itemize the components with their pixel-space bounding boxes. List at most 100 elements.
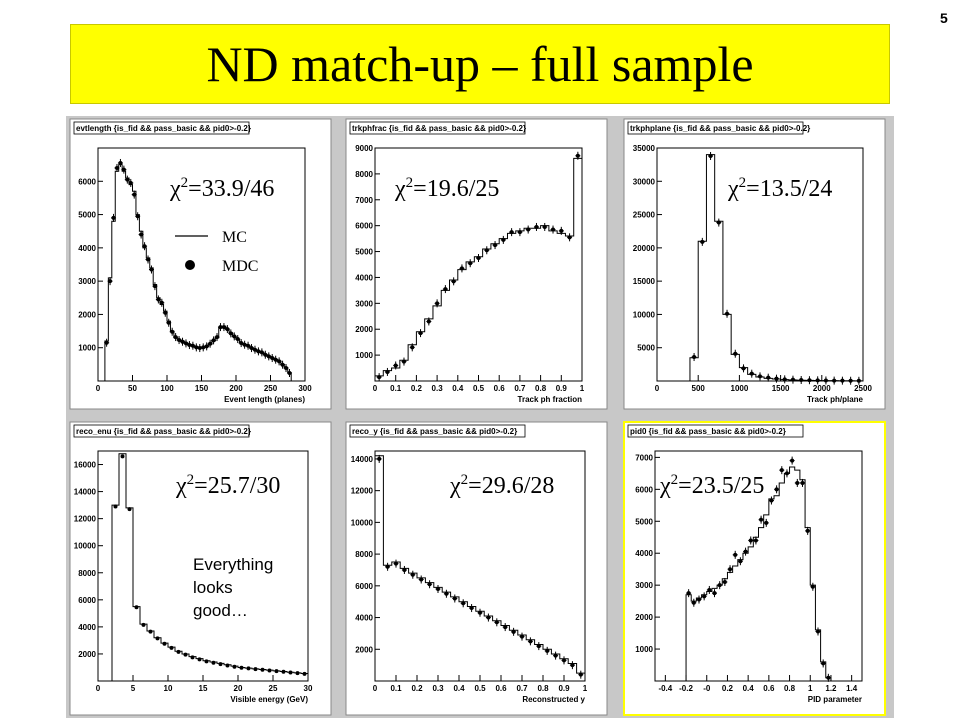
- data-point: [509, 230, 514, 235]
- data-point: [273, 357, 278, 362]
- data-point: [152, 284, 157, 289]
- panel-title-box: [349, 121, 526, 135]
- data-point: [578, 672, 583, 677]
- y-tick-label: 7000: [635, 453, 653, 462]
- data-point: [218, 325, 223, 330]
- x-axis-label: Track ph/plane: [807, 395, 864, 404]
- y-tick-label: 35000: [633, 144, 656, 153]
- x-tick-label: 0.8: [784, 684, 796, 693]
- x-tick-label: 200: [229, 384, 243, 393]
- data-point: [534, 224, 539, 229]
- data-point: [183, 652, 188, 657]
- data-point: [141, 622, 146, 627]
- data-point: [170, 329, 175, 334]
- data-point: [277, 359, 282, 364]
- x-axis-label: Track ph fraction: [518, 395, 583, 404]
- data-point: [700, 239, 705, 244]
- data-point: [173, 335, 178, 340]
- y-tick-label: 1000: [355, 351, 373, 360]
- data-point: [570, 663, 575, 668]
- data-point: [190, 343, 195, 348]
- data-point: [211, 660, 216, 665]
- data-point: [252, 347, 257, 352]
- data-point: [696, 597, 701, 602]
- data-point: [800, 480, 805, 485]
- x-tick-label: 0.4: [743, 684, 755, 693]
- data-point: [235, 337, 240, 342]
- data-point: [769, 498, 774, 503]
- x-tick-label: 0.5: [473, 384, 485, 393]
- y-tick-label: 4000: [355, 273, 373, 282]
- x-tick-label: 1500: [772, 384, 790, 393]
- chi-symbol: χ: [659, 473, 671, 499]
- x-tick-label: 0.1: [390, 684, 402, 693]
- y-tick-label: 6000: [355, 222, 373, 231]
- y-tick-label: 8000: [355, 170, 373, 179]
- data-point: [249, 346, 254, 351]
- chi2-label: χ2=19.6/25: [394, 175, 499, 202]
- y-tick-label: 6000: [78, 177, 96, 186]
- data-point: [225, 327, 230, 332]
- x-tick-label: 0.4: [453, 684, 465, 693]
- panel-title-box: [627, 121, 804, 135]
- axes-frame: [656, 147, 864, 382]
- data-point: [691, 600, 696, 605]
- y-tick-label: 9000: [355, 144, 373, 153]
- histogram-panel-5: reco_y {is_fid && pass_basic && pid0>-0.…: [345, 421, 608, 716]
- superscript-two: 2: [406, 175, 414, 191]
- data-point: [567, 235, 572, 240]
- chi-symbol: χ: [727, 176, 739, 202]
- x-tick-label: -0.4: [658, 684, 672, 693]
- data-point: [461, 601, 466, 606]
- data-point: [426, 319, 431, 324]
- data-point: [418, 331, 423, 336]
- data-point: [779, 468, 784, 473]
- y-tick-label: 4000: [78, 244, 96, 253]
- panel-title: trkphplane {is_fid && pass_basic && pid0…: [630, 124, 810, 133]
- y-tick-label: 12000: [351, 487, 374, 496]
- data-point: [840, 378, 845, 383]
- data-point: [545, 648, 550, 653]
- x-axis-label: Reconstructed y: [522, 695, 585, 704]
- data-legend-label: MDC: [222, 258, 258, 275]
- data-point: [108, 279, 113, 284]
- data-point: [702, 594, 707, 599]
- x-tick-label: 15: [199, 684, 208, 693]
- data-point: [127, 507, 132, 512]
- data-point: [190, 655, 195, 660]
- x-tick-label: 2500: [854, 384, 872, 393]
- y-tick-label: 2000: [635, 613, 653, 622]
- data-point: [821, 661, 826, 666]
- data-point: [536, 644, 541, 649]
- data-point: [253, 667, 258, 672]
- x-tick-label: -0: [703, 684, 711, 693]
- data-point: [183, 341, 188, 346]
- data-point: [562, 658, 566, 663]
- panel-title-box: [73, 121, 250, 135]
- chi2-label: χ2=13.5/24: [727, 175, 832, 202]
- data-point: [246, 343, 251, 348]
- x-tick-label: 0.9: [556, 384, 568, 393]
- histogram-panel-2: trkphfrac {is_fid && pass_basic && pid0>…: [345, 118, 608, 410]
- data-point: [166, 320, 171, 325]
- y-tick-label: 25000: [633, 211, 656, 220]
- data-point: [728, 567, 733, 572]
- x-tick-label: 0.2: [722, 684, 734, 693]
- data-point: [542, 224, 547, 229]
- data-point: [717, 583, 722, 588]
- data-point: [722, 579, 727, 584]
- data-point: [281, 669, 286, 674]
- data-point: [163, 310, 168, 315]
- x-tick-label: 0.7: [514, 384, 526, 393]
- x-tick-label: 1: [583, 684, 588, 693]
- data-point: [575, 153, 580, 158]
- data-point: [162, 641, 167, 646]
- superscript-two: 2: [739, 175, 747, 191]
- panel-title: reco_y {is_fid && pass_basic && pid0>-0.…: [352, 427, 517, 436]
- data-point: [476, 256, 481, 261]
- data-point: [832, 378, 837, 383]
- histogram-panel-3: trkphplane {is_fid && pass_basic && pid0…: [623, 118, 886, 410]
- data-point: [120, 454, 125, 459]
- data-point: [225, 663, 230, 668]
